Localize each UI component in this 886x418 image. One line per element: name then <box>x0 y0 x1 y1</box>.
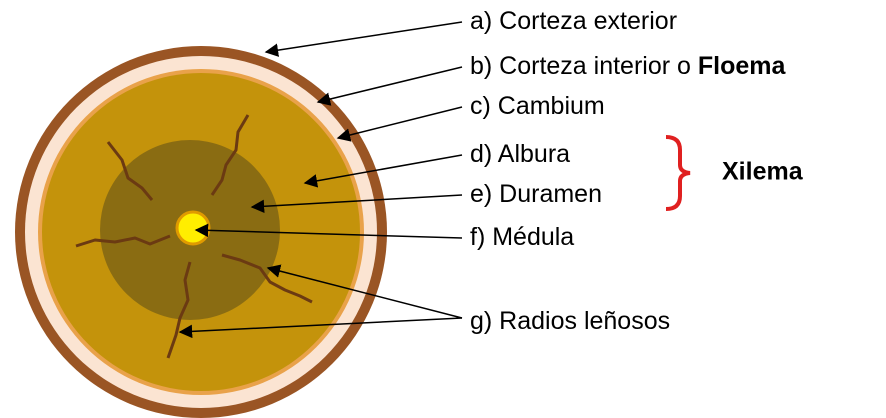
label-bold: Floema <box>698 52 787 80</box>
arrow <box>266 264 463 319</box>
ray <box>166 261 192 359</box>
ray <box>210 114 250 196</box>
part-label: b) Corteza interior o Floema <box>470 52 786 80</box>
arrow <box>316 66 463 106</box>
trunk-section <box>15 46 387 418</box>
part-label: c) Cambium <box>470 92 605 120</box>
arrow <box>194 223 463 239</box>
arrow <box>178 317 463 339</box>
part-label: d) Albura <box>470 140 570 168</box>
arrow <box>336 106 463 142</box>
labels: a) Corteza exterior b) Corteza interior o… <box>470 7 786 335</box>
arrow <box>250 194 463 214</box>
arrow <box>303 154 463 188</box>
group-label: Xilema <box>722 158 804 186</box>
ray <box>221 253 313 304</box>
label-text: f) Médula <box>470 223 574 251</box>
part-label: f) Médula <box>470 223 574 251</box>
label-text: a) Corteza exterior <box>470 7 677 35</box>
rays <box>75 114 313 359</box>
part-label: g) Radios leñosos <box>470 307 670 335</box>
arrows <box>178 21 463 339</box>
ray <box>106 141 154 201</box>
label-text: b) Corteza interior o <box>470 52 698 80</box>
part-label: e) Duramen <box>470 180 602 208</box>
label-text: e) Duramen <box>470 180 602 208</box>
part-label: a) Corteza exterior <box>470 7 677 35</box>
label-text: d) Albura <box>470 140 570 168</box>
brace <box>665 135 691 211</box>
arrow <box>264 21 463 57</box>
label-text: c) Cambium <box>470 92 605 120</box>
ray <box>75 234 171 248</box>
label-text: g) Radios leñosos <box>470 307 670 335</box>
pith <box>175 210 211 246</box>
